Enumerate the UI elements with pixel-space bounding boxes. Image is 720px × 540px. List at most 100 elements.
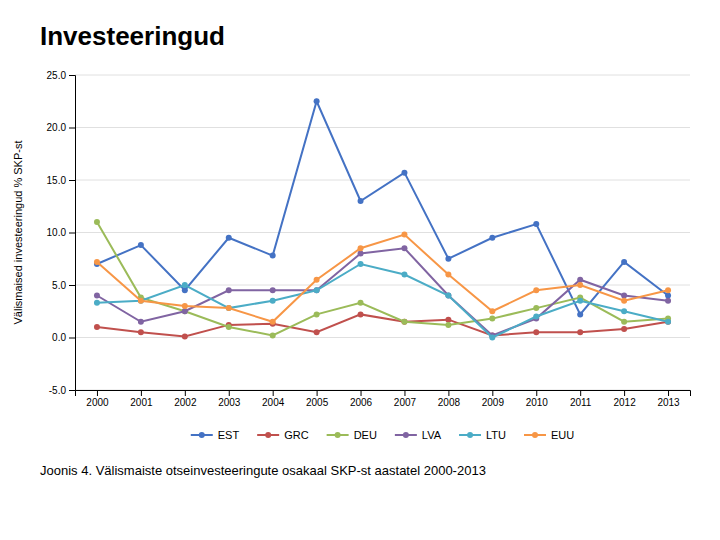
legend-label: DEU: [354, 429, 377, 441]
grid: [75, 75, 690, 390]
x-tick: 2008: [438, 390, 461, 408]
y-tick-mark: [69, 128, 75, 129]
series: [94, 232, 671, 325]
x-tick: 2000: [86, 390, 109, 408]
caption: Joonis 4. Välismaiste otseinvesteeringut…: [40, 463, 486, 478]
legend-marker: [199, 432, 205, 438]
series: [94, 245, 671, 338]
y-tick-label: -5.0: [49, 385, 67, 396]
series-point: [533, 314, 539, 320]
x-tick-label: 2012: [613, 397, 636, 408]
chart-svg: Investeeringud20002001200220032004200520…: [0, 0, 720, 540]
series-point: [182, 308, 188, 314]
series-point: [665, 319, 671, 325]
series-line: [97, 264, 668, 338]
x-tick-label: 2008: [438, 397, 461, 408]
grid-line: [75, 180, 690, 181]
y-tick-mark: [69, 75, 75, 76]
series-point: [621, 319, 627, 325]
series-point: [445, 293, 451, 299]
x-tick: 2002: [174, 390, 197, 408]
series-point: [138, 242, 144, 248]
x-tick-label: 2013: [657, 397, 680, 408]
x-tick-label: 2007: [394, 397, 417, 408]
series-point: [182, 308, 188, 314]
y-tick-mark: [69, 338, 75, 339]
series-point: [314, 287, 320, 293]
y-tick-mark: [69, 390, 75, 391]
series-point: [226, 235, 232, 241]
series-point: [138, 319, 144, 325]
series-point: [94, 324, 100, 330]
legend-label: GRC: [284, 429, 309, 441]
series-point: [226, 305, 232, 311]
x-tick-label: 2003: [218, 397, 241, 408]
x-tick-mark: [97, 390, 98, 396]
grid-line: [75, 127, 690, 128]
series-point: [445, 322, 451, 328]
x-tick: 2012: [613, 390, 636, 408]
series: [94, 261, 671, 341]
series-point: [94, 300, 100, 306]
y-tick: 20.0: [47, 122, 75, 133]
x-tick-label: 2006: [350, 397, 373, 408]
series-point: [489, 235, 495, 241]
y-tick-mark: [69, 285, 75, 286]
series-point: [314, 277, 320, 283]
x-tick: 2009: [482, 390, 505, 408]
series-point: [445, 272, 451, 278]
series-point: [665, 293, 671, 299]
y-tick-label: 10.0: [47, 227, 67, 238]
series-point: [401, 319, 407, 325]
series: [94, 98, 671, 317]
legend-label: LVA: [422, 429, 442, 441]
x-tick-label: 2002: [174, 397, 197, 408]
series-point: [358, 198, 364, 204]
x-tick-mark: [229, 390, 230, 396]
x-tick: 2001: [130, 390, 153, 408]
series-point: [314, 98, 320, 104]
series-point: [489, 335, 495, 341]
series-point: [401, 245, 407, 251]
series: [94, 219, 671, 338]
series-point: [358, 251, 364, 257]
x-tick-mark: [668, 390, 669, 396]
series-line: [97, 314, 668, 336]
x-tick-mark: [273, 390, 274, 396]
series-point: [533, 287, 539, 293]
y-tick: 10.0: [47, 227, 75, 238]
y-tick: 25.0: [47, 70, 75, 81]
series-point: [401, 272, 407, 278]
legend-label: LTU: [486, 429, 506, 441]
series-point: [665, 298, 671, 304]
series-point: [577, 329, 583, 335]
series-point: [182, 287, 188, 293]
series-point: [577, 277, 583, 283]
x-tick-mark: [448, 390, 449, 396]
series-point: [445, 256, 451, 262]
series-point: [226, 305, 232, 311]
series-point: [358, 300, 364, 306]
series-point: [577, 282, 583, 288]
grid-line: [75, 337, 690, 338]
series-point: [94, 219, 100, 225]
series-point: [621, 298, 627, 304]
y-axis-title: Välismaised investeeringud % SKP-st: [12, 140, 24, 324]
x-tick-mark: [141, 390, 142, 396]
series-point: [138, 298, 144, 304]
series-line: [97, 235, 668, 322]
x-tick-mark: [624, 390, 625, 396]
series-point: [533, 221, 539, 227]
x-tick: 2011: [570, 390, 592, 408]
x-tick-mark: [492, 390, 493, 396]
series-point: [621, 259, 627, 265]
series-point: [401, 232, 407, 238]
x-tick: 2004: [262, 390, 285, 408]
y-axis: -5.00.05.010.015.020.025.0: [47, 70, 76, 396]
x-tick-mark: [536, 390, 537, 396]
x-tick: 2005: [306, 390, 329, 408]
legend-item: LTU: [459, 429, 506, 441]
series-point: [533, 329, 539, 335]
legend-marker: [335, 432, 341, 438]
series-line: [97, 101, 668, 314]
